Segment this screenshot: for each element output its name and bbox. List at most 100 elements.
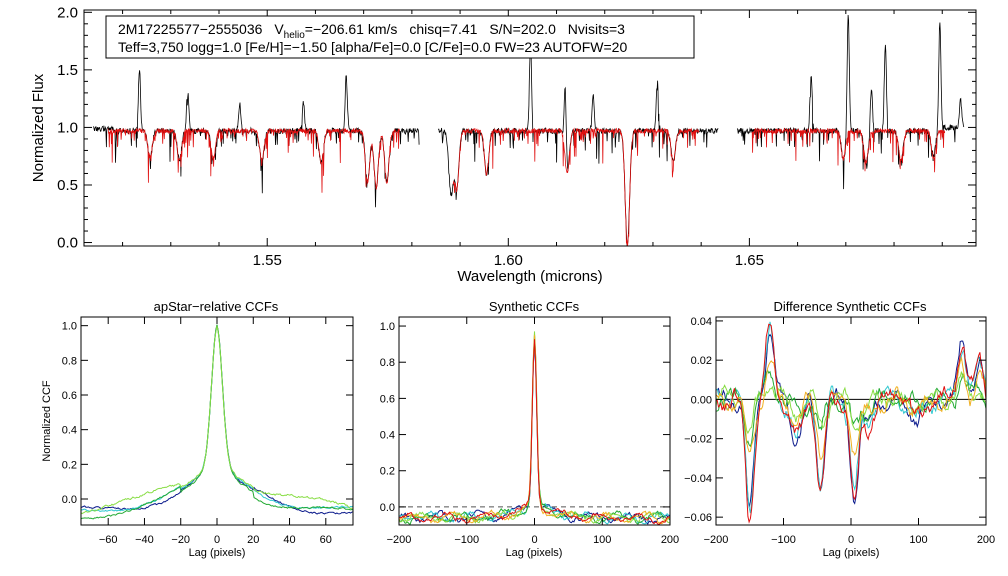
spectrum-panel: 0.0 0.5 1.0 1.5 2.0 1.55 1.60 1.65 Wavelength … xyxy=(30,4,977,285)
ccf-y-tick-label: 0.2 xyxy=(62,459,77,471)
ccf-x-tick-label: 0 xyxy=(848,534,854,546)
ccf-x-tick-label: −40 xyxy=(135,534,154,546)
nvisits-value: Nvisits=3 xyxy=(568,21,625,37)
ccf-panel-title: Difference Synthetic CCFs xyxy=(774,299,927,314)
ccf-y-tick-label: −0.04 xyxy=(684,473,712,485)
model-spectrum-line xyxy=(751,127,946,173)
ccf-x-tick-label: −60 xyxy=(99,534,118,546)
ccf-x-tick-label: 0 xyxy=(531,534,537,546)
ccf-x-tick-label: 200 xyxy=(977,534,995,546)
velocity-prefix: V xyxy=(274,21,284,37)
spectrum-y-tick-label: 0.5 xyxy=(57,177,78,194)
ccf-ticks xyxy=(715,317,987,525)
ccf-y-tick-label: 0.4 xyxy=(380,430,395,442)
snr-value: S/N=202.0 xyxy=(489,21,556,37)
ccf-series-line xyxy=(398,339,671,526)
ccf-curves xyxy=(80,324,354,520)
ccf-x-tick-label: −100 xyxy=(771,534,796,546)
ccf-panel-difference-synthetic: Difference Synthetic CCFs −0.06−0.04−0.0… xyxy=(684,299,995,559)
ccf-x-tick-label: 40 xyxy=(283,534,295,546)
ccf-series-line xyxy=(398,334,671,526)
info-box: 2M17225577−2555036 Vhelio=−206.61 km/s c… xyxy=(105,15,695,59)
ccf-x-tick-label: −20 xyxy=(171,534,190,546)
ccf-y-tick-label: 0.6 xyxy=(380,393,395,405)
velocity-subscript: helio xyxy=(284,30,306,41)
ccf-y-tick-label: −0.06 xyxy=(684,512,712,524)
model-spectrum-line xyxy=(107,127,401,193)
ccf-x-tick-label: 200 xyxy=(661,534,679,546)
velocity-value: =−206.61 km/s xyxy=(305,21,398,37)
ccf-y-tick-label: 1.0 xyxy=(62,321,77,333)
ccf-y-tick-label: 0.00 xyxy=(691,394,712,406)
spectrum-x-tick-label: 1.55 xyxy=(253,252,282,269)
ccf-y-tick-label: 0.04 xyxy=(691,316,712,328)
ccf-y-tick-label: 0.0 xyxy=(380,502,395,514)
ccf-y-tick-label: 1.0 xyxy=(380,321,395,333)
spectrum-y-tick-label: 2.0 xyxy=(57,4,78,21)
ccf-curves xyxy=(715,321,987,524)
ccf-series-line xyxy=(80,325,354,515)
ccf-x-tick-label: 0 xyxy=(214,534,220,546)
spectrum-y-tick-labels: 0.0 0.5 1.0 1.5 2.0 xyxy=(57,4,78,251)
ccf-x-tick-label: −200 xyxy=(387,534,412,546)
info-line-1: 2M17225577−2555036 Vhelio=−206.61 km/s c… xyxy=(118,21,625,41)
spectrum-ticks xyxy=(84,10,976,246)
spectrum-x-axis-label: Wavelength (microns) xyxy=(457,268,602,285)
ccf-y-tick-label: 0.0 xyxy=(62,494,77,506)
ccf-x-tick-labels: −200 −100 0 100 200 xyxy=(704,534,996,546)
info-line-2: Teff=3,750 logg=1.0 [Fe/H]=−1.50 [alpha/… xyxy=(118,39,627,55)
ccf-y-tick-label: 0.8 xyxy=(62,355,77,367)
spectrum-x-tick-label: 1.60 xyxy=(494,252,523,269)
ccf-x-tick-label: −100 xyxy=(454,534,479,546)
star-id: 2M17225577−2555036 xyxy=(118,21,263,37)
ccf-x-tick-label: 60 xyxy=(320,534,332,546)
ccf-panel-apstar-relative: apStar−relative CCFs 0.00.20.40.60.81.0 … xyxy=(41,299,354,559)
ccf-y-axis-label: Normalized CCF xyxy=(41,380,53,462)
ccf-curves xyxy=(398,331,671,526)
spectrum-plot-frame xyxy=(83,9,977,247)
ccf-y-tick-labels: −0.06 −0.04 −0.02 0.00 0.02 0.04 xyxy=(684,316,712,524)
ccf-series-line xyxy=(80,324,354,520)
spectrum-x-tick-label: 1.65 xyxy=(735,252,764,269)
ccf-y-tick-label: 0.8 xyxy=(380,357,395,369)
ccf-panel-synthetic: Synthetic CCFs 0.0 0.2 0.4 0.6 0.8 1.0 −200 −1… xyxy=(380,299,679,559)
ccf-y-tick-labels: 0.0 0.2 0.4 0.6 0.8 1.0 xyxy=(62,321,77,506)
ccf-ticks xyxy=(398,317,671,525)
ccf-series-line xyxy=(398,331,671,524)
ccf-y-tick-label: 0.6 xyxy=(62,390,77,402)
ccf-panel-title: Synthetic CCFs xyxy=(489,299,580,314)
model-spectrum-line xyxy=(452,127,700,247)
ccf-x-tick-labels: −200 −100 0 100 200 xyxy=(387,534,680,546)
ccf-y-tick-labels: 0.0 0.2 0.4 0.6 0.8 1.0 xyxy=(380,321,395,514)
observed-spectrum-line xyxy=(93,70,420,208)
ccf-x-tick-labels: −60 −40 −20 0 20 40 60 xyxy=(99,534,332,546)
spectrum-y-tick-label: 0.0 xyxy=(57,235,78,252)
ccf-x-axis-label: Lag (pixels) xyxy=(506,547,563,559)
spectrum-y-tick-label: 1.5 xyxy=(57,62,78,79)
info-box-frame xyxy=(105,15,695,59)
ccf-series-line xyxy=(715,323,987,524)
ccf-series-line xyxy=(80,325,354,515)
ccf-x-tick-label: −200 xyxy=(704,534,729,546)
spectrum-x-tick-labels: 1.55 1.60 1.65 xyxy=(253,252,764,269)
ccf-series-line xyxy=(398,340,671,525)
ccf-series-line xyxy=(398,338,671,525)
ccf-y-tick-label: 0.02 xyxy=(691,355,712,367)
ccf-x-tick-label: 100 xyxy=(909,534,927,546)
ccf-panel-title: apStar−relative CCFs xyxy=(154,299,279,314)
spectrum-curves xyxy=(93,14,965,247)
ccf-y-tick-label: 0.2 xyxy=(380,466,395,478)
ccf-ticks xyxy=(81,317,353,525)
ccf-x-tick-label: 100 xyxy=(593,534,611,546)
ccf-y-tick-label: 0.4 xyxy=(62,425,77,437)
ccf-series-line xyxy=(398,334,671,525)
ccf-y-tick-label: −0.02 xyxy=(684,434,712,446)
ccf-series-line xyxy=(80,326,354,512)
chisq-value: chisq=7.41 xyxy=(409,21,477,37)
ccf-plot-frame xyxy=(80,316,354,526)
ccf-series-line xyxy=(715,356,987,460)
ccf-x-tick-label: 20 xyxy=(247,534,259,546)
ccf-x-axis-label: Lag (pixels) xyxy=(189,547,246,559)
observed-spectrum-line xyxy=(736,14,965,190)
